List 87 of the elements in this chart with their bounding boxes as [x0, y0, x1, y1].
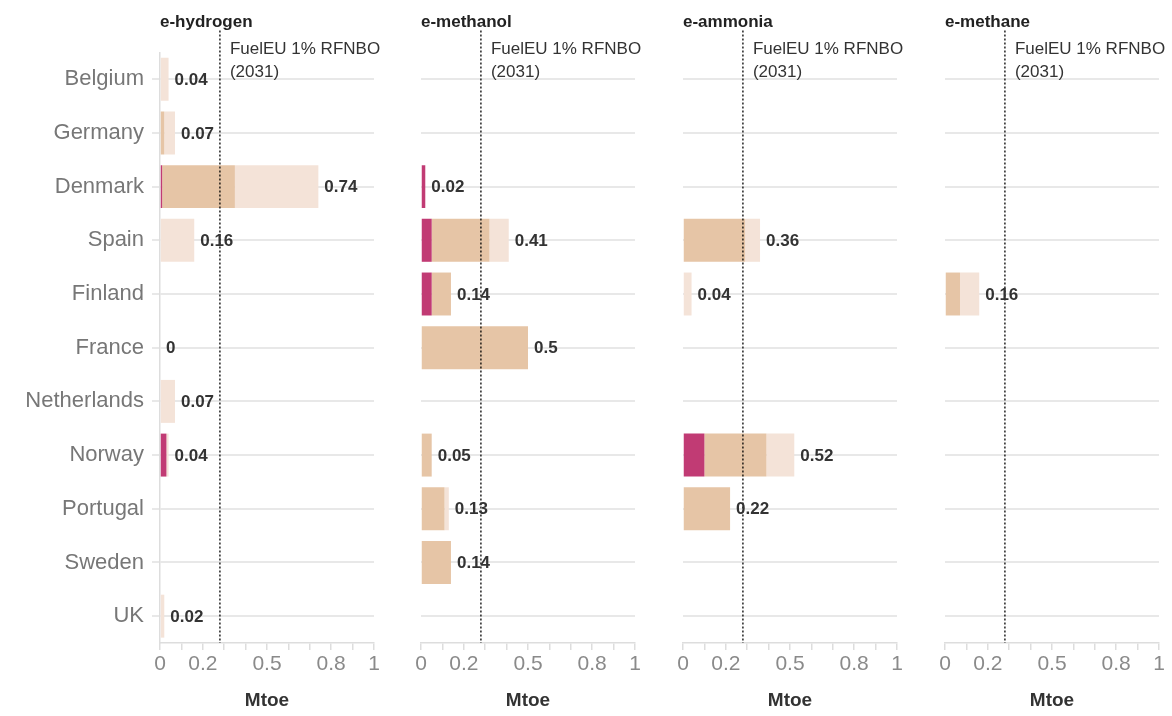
x-tick-label: 0.2: [973, 651, 1003, 675]
bar: [683, 272, 692, 316]
total-label: 0.14: [456, 284, 491, 304]
y-tick-label: France: [75, 333, 144, 359]
total-label: 0.36: [766, 231, 800, 251]
bar: [766, 433, 795, 477]
chart-title: e-hydrogen: [160, 11, 253, 31]
ref-line-label: FuelEU 1% RFNBO (2031): [752, 39, 904, 82]
x-axis-title: Mtoe: [244, 688, 290, 710]
y-tick-label: UK: [113, 602, 145, 628]
bar: [431, 218, 490, 262]
total-label: 0.14: [456, 553, 491, 573]
bar: [421, 272, 432, 316]
y-tick-label: Sweden: [64, 548, 144, 574]
x-tick-label: 0.5: [1037, 651, 1067, 675]
bar: [421, 433, 432, 477]
total-label: 0.05: [437, 445, 471, 465]
x-tick-label: 1: [1153, 651, 1165, 675]
total-label: 0.5: [534, 338, 558, 358]
bar: [162, 165, 235, 209]
chart-title: e-ammonia: [683, 11, 774, 31]
bar: [421, 218, 432, 262]
x-tick-label: 0.8: [839, 651, 869, 675]
x-tick-label: 0.2: [449, 651, 479, 675]
x-axis-title: Mtoe: [505, 688, 551, 710]
bar: [160, 379, 175, 423]
y-tick-label: Finland: [71, 280, 144, 306]
y-tick-label: Belgium: [64, 65, 144, 91]
bar: [166, 433, 169, 477]
total-label: 0.16: [985, 284, 1019, 304]
total-label: 0.04: [174, 445, 209, 465]
total-label: 0: [166, 338, 176, 358]
ref-line-label: FuelEU 1% RFNBO (2031): [490, 39, 642, 82]
x-tick-label: 0.2: [188, 651, 218, 675]
chart-title: e-methane: [945, 11, 1031, 31]
bar: [489, 218, 509, 262]
bar: [160, 218, 195, 262]
chart-title: e-methanol: [421, 11, 512, 31]
ref-line-label: FuelEU 1% RFNBO (2031): [1014, 39, 1166, 82]
bar: [704, 433, 767, 477]
total-label: 0.74: [324, 177, 358, 197]
bar: [164, 111, 175, 155]
total-label: 0.07: [180, 392, 215, 412]
x-axis-title: Mtoe: [767, 688, 813, 710]
bar: [745, 218, 761, 262]
x-tick-label: 0: [677, 651, 689, 675]
y-tick-label: Denmark: [54, 172, 145, 198]
total-label: 0.04: [174, 69, 209, 89]
ref-line-label: FuelEU 1% RFNBO (2031): [229, 39, 381, 82]
total-label: 0.02: [431, 177, 465, 197]
total-label: 0.22: [736, 499, 770, 519]
x-tick-label: 0: [939, 651, 951, 675]
x-tick-label: 0: [415, 651, 427, 675]
x-tick-label: 1: [891, 651, 903, 675]
y-tick-label: Germany: [53, 119, 144, 144]
x-tick-label: 0.8: [316, 651, 346, 675]
bar: [431, 272, 451, 316]
total-label: 0.52: [800, 445, 834, 465]
y-tick-label: Norway: [69, 441, 144, 467]
total-label: 0.07: [180, 123, 215, 143]
bar: [683, 218, 746, 262]
y-tick-label: Netherlands: [25, 387, 144, 413]
x-axis-title: Mtoe: [1029, 688, 1075, 710]
bar: [234, 165, 319, 209]
x-tick-label: 0.2: [711, 651, 741, 675]
x-tick-label: 0: [154, 651, 166, 675]
x-tick-label: 0.8: [1101, 651, 1131, 675]
x-tick-label: 0.5: [252, 651, 282, 675]
bar: [421, 487, 445, 531]
x-tick-label: 1: [368, 651, 380, 675]
bar: [683, 433, 705, 477]
y-tick-label: Portugal: [62, 494, 144, 520]
x-tick-label: 0.8: [577, 651, 607, 675]
x-tick-label: 0.5: [775, 651, 805, 675]
y-tick-label: Spain: [87, 226, 144, 252]
bar: [160, 57, 169, 101]
total-label: 0.16: [200, 231, 234, 251]
bar: [421, 326, 528, 370]
bar: [421, 540, 451, 584]
total-label: 0.04: [697, 284, 732, 304]
total-label: 0.41: [514, 231, 548, 251]
bar: [683, 487, 731, 531]
bar: [444, 487, 449, 531]
total-label: 0.02: [170, 606, 204, 626]
total-label: 0.13: [454, 499, 488, 519]
x-tick-label: 0.5: [513, 651, 543, 675]
x-tick-label: 1: [629, 651, 641, 675]
